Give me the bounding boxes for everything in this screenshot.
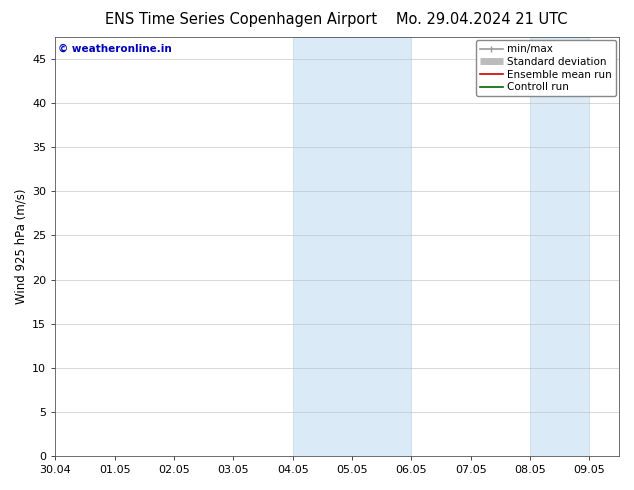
- Bar: [293, 37, 411, 456]
- Text: Mo. 29.04.2024 21 UTC: Mo. 29.04.2024 21 UTC: [396, 12, 567, 27]
- Y-axis label: Wind 925 hPa (m/s): Wind 925 hPa (m/s): [15, 189, 28, 304]
- Legend: min/max, Standard deviation, Ensemble mean run, Controll run: min/max, Standard deviation, Ensemble me…: [476, 40, 616, 97]
- Bar: [530, 37, 590, 456]
- Text: © weatheronline.in: © weatheronline.in: [58, 43, 172, 53]
- Text: ENS Time Series Copenhagen Airport: ENS Time Series Copenhagen Airport: [105, 12, 377, 27]
